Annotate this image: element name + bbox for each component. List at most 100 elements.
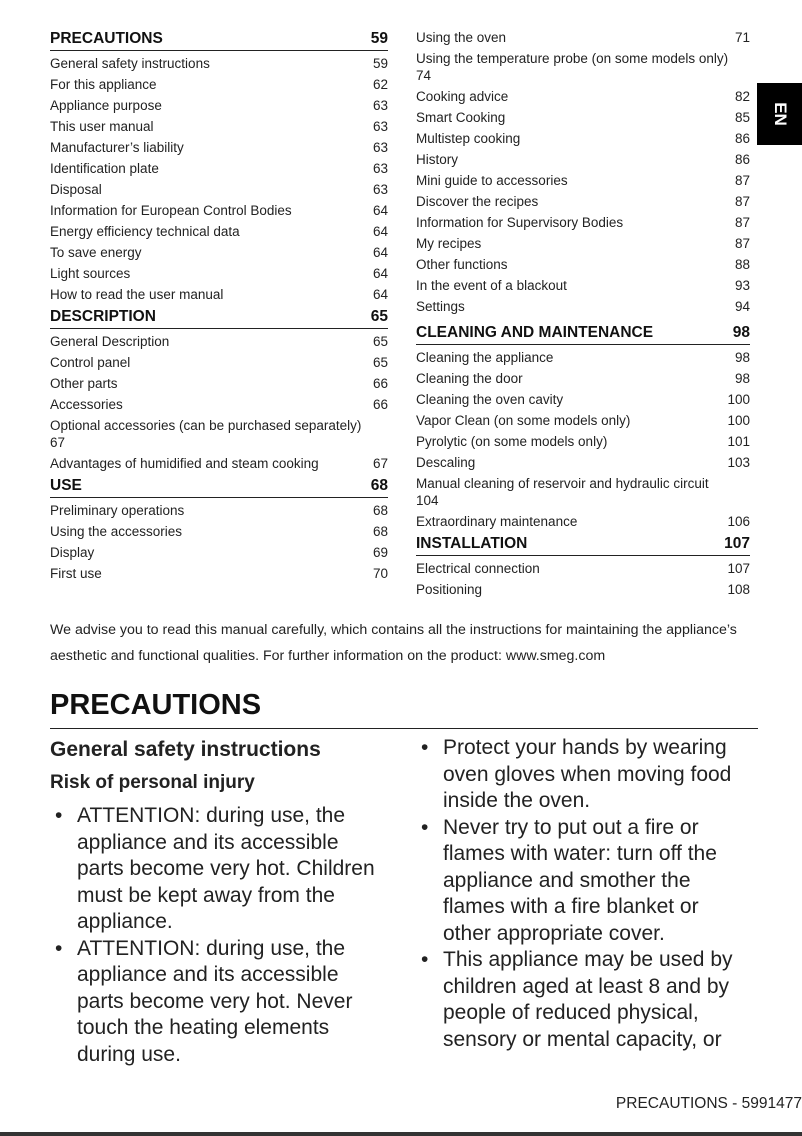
toc-item[interactable]: Discover the recipes 87 bbox=[416, 191, 750, 212]
toc-item-title: Optional accessories (can be purchased s… bbox=[50, 418, 362, 433]
toc-item[interactable]: Positioning 108 bbox=[416, 579, 750, 600]
toc-item-page: 71 bbox=[734, 30, 750, 45]
toc-item[interactable]: History 86 bbox=[416, 149, 750, 170]
toc-item-title: In the event of a blackout bbox=[416, 278, 567, 293]
toc-item-title: Energy efficiency technical data bbox=[50, 224, 240, 239]
toc-item[interactable]: To save energy 64 bbox=[50, 242, 388, 263]
toc-section-heading[interactable]: DESCRIPTION 65 bbox=[50, 305, 388, 329]
toc-item[interactable]: Descaling 103 bbox=[416, 452, 750, 473]
toc-right: Using the oven 71 Using the temperature pr… bbox=[416, 27, 750, 600]
toc-item[interactable]: Smart Cooking 85 bbox=[416, 107, 750, 128]
toc-item-page: 87 bbox=[734, 236, 750, 251]
toc-item-page: 101 bbox=[727, 434, 750, 449]
toc-item-title: Pyrolytic (on some models only) bbox=[416, 434, 608, 449]
toc-item-title: Preliminary operations bbox=[50, 503, 185, 518]
toc-item[interactable]: Using the oven 71 bbox=[416, 27, 750, 48]
toc-section-heading[interactable]: PRECAUTIONS 59 bbox=[50, 27, 388, 51]
toc-item-page: 64 bbox=[372, 224, 388, 239]
toc-item[interactable]: Settings 94 bbox=[416, 296, 750, 317]
toc-item[interactable]: Appliance purpose 63 bbox=[50, 95, 388, 116]
toc-item-title: Vapor Clean (on some models only) bbox=[416, 413, 631, 428]
toc-item-page: 88 bbox=[734, 257, 750, 272]
subsubsection-title: Risk of personal injury bbox=[50, 772, 255, 793]
toc-item-title: Cleaning the appliance bbox=[416, 350, 554, 365]
toc-item[interactable]: Information for Supervisory Bodies 87 bbox=[416, 212, 750, 233]
toc-item-title: Using the temperature probe (on some mod… bbox=[416, 51, 729, 66]
toc-item[interactable]: Cleaning the appliance 98 bbox=[416, 347, 750, 368]
toc-item[interactable]: Disposal 63 bbox=[50, 179, 388, 200]
toc-item-title: History bbox=[416, 152, 459, 167]
toc-item-page: 62 bbox=[372, 77, 388, 92]
toc-item[interactable]: How to read the user manual 64 bbox=[50, 284, 388, 305]
toc-item[interactable]: Cleaning the oven cavity 100 bbox=[416, 389, 750, 410]
toc-item[interactable]: Vapor Clean (on some models only) 100 bbox=[416, 410, 750, 431]
toc-item-page: 86 bbox=[734, 131, 750, 146]
toc-item[interactable]: Cooking advice 82 bbox=[416, 86, 750, 107]
toc-item-title: Information for European Control Bodies bbox=[50, 203, 292, 218]
toc-item[interactable]: Control panel 65 bbox=[50, 352, 388, 373]
toc-item-title: Descaling bbox=[416, 455, 476, 470]
toc-section-heading[interactable]: USE 68 bbox=[50, 474, 388, 498]
toc-item[interactable]: Using the accessories 68 bbox=[50, 521, 388, 542]
toc-item-title: How to read the user manual bbox=[50, 287, 224, 302]
toc-item[interactable]: Information for European Control Bodies 6… bbox=[50, 200, 388, 221]
toc-item-page: 108 bbox=[727, 582, 750, 597]
toc-item[interactable]: Energy efficiency technical data 64 bbox=[50, 221, 388, 242]
toc-section-title: CLEANING AND MAINTENANCE bbox=[416, 324, 654, 341]
toc-item-page: 87 bbox=[734, 194, 750, 209]
toc-item-page: 87 bbox=[734, 173, 750, 188]
toc-item[interactable]: General Description 65 bbox=[50, 331, 388, 352]
toc-item[interactable]: First use 70 bbox=[50, 563, 388, 584]
toc-section-page: 98 bbox=[732, 324, 750, 341]
toc-item[interactable]: Mini guide to accessories 87 bbox=[416, 170, 750, 191]
toc-item-page: 65 bbox=[372, 355, 388, 370]
toc-item-page: 64 bbox=[372, 287, 388, 302]
toc-item-page: 64 bbox=[372, 245, 388, 260]
toc-item[interactable]: Manufacturer’s liability 63 bbox=[50, 137, 388, 158]
toc-item[interactable]: Accessories 66 bbox=[50, 394, 388, 415]
bullet-item: ATTENTION: during use, the appliance and… bbox=[50, 803, 385, 936]
bullet-item: ATTENTION: during use, the appliance and… bbox=[50, 936, 385, 1069]
toc-item-page: 82 bbox=[734, 89, 750, 104]
toc-item[interactable]: In the event of a blackout 93 bbox=[416, 275, 750, 296]
toc-item-title: This user manual bbox=[50, 119, 154, 134]
toc-item-page: 104 bbox=[416, 493, 439, 508]
toc-section-page: 59 bbox=[370, 30, 388, 47]
bullet-item: Protect your hands by wearing oven glove… bbox=[416, 735, 751, 815]
toc-item-page: 65 bbox=[372, 334, 388, 349]
toc-item-title: Other functions bbox=[416, 257, 508, 272]
toc-item[interactable]: Manual cleaning of reservoir and hydraul… bbox=[416, 473, 750, 511]
toc-item[interactable]: Identification plate 63 bbox=[50, 158, 388, 179]
toc-item[interactable]: Other parts 66 bbox=[50, 373, 388, 394]
toc-item-title: Multistep cooking bbox=[416, 131, 521, 146]
toc-item[interactable]: Multistep cooking 86 bbox=[416, 128, 750, 149]
page-footer: PRECAUTIONS - 5991477 bbox=[615, 1095, 802, 1112]
toc-item[interactable]: My recipes 87 bbox=[416, 233, 750, 254]
toc-item-page: 63 bbox=[372, 182, 388, 197]
toc-item[interactable]: Advantages of humidified and steam cooki… bbox=[50, 453, 388, 474]
toc-item[interactable]: Using the temperature probe (on some mod… bbox=[416, 48, 750, 86]
toc-item-page: 107 bbox=[727, 561, 750, 576]
toc-item[interactable]: Light sources 64 bbox=[50, 263, 388, 284]
toc-item-page: 68 bbox=[372, 524, 388, 539]
toc-item[interactable]: Other functions 88 bbox=[416, 254, 750, 275]
toc-item-page: 63 bbox=[372, 98, 388, 113]
toc-section-title: USE bbox=[50, 477, 82, 494]
toc-item-title: Cooking advice bbox=[416, 89, 509, 104]
toc-item[interactable]: Preliminary operations 68 bbox=[50, 500, 388, 521]
toc-item-title: Mini guide to accessories bbox=[416, 173, 568, 188]
toc-section-heading[interactable]: INSTALLATION 107 bbox=[416, 532, 750, 556]
toc-item[interactable]: Display 69 bbox=[50, 542, 388, 563]
toc-item[interactable]: For this appliance 62 bbox=[50, 74, 388, 95]
toc-left: PRECAUTIONS 59 General safety instructions… bbox=[50, 27, 388, 584]
toc-section-title: INSTALLATION bbox=[416, 535, 528, 552]
toc-item[interactable]: Optional accessories (can be purchased s… bbox=[50, 415, 388, 453]
toc-item-page: 63 bbox=[372, 119, 388, 134]
toc-item[interactable]: Electrical connection 107 bbox=[416, 558, 750, 579]
toc-item[interactable]: Cleaning the door 98 bbox=[416, 368, 750, 389]
toc-item[interactable]: Extraordinary maintenance 106 bbox=[416, 511, 750, 532]
toc-item[interactable]: General safety instructions 59 bbox=[50, 53, 388, 74]
toc-item[interactable]: This user manual 63 bbox=[50, 116, 388, 137]
toc-item[interactable]: Pyrolytic (on some models only) 101 bbox=[416, 431, 750, 452]
toc-section-heading[interactable]: CLEANING AND MAINTENANCE 98 bbox=[416, 321, 750, 345]
